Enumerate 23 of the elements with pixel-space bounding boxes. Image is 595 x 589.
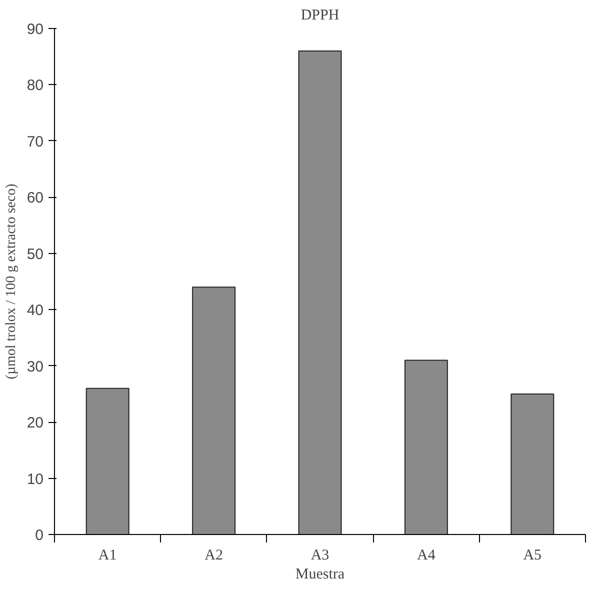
bar: [510, 393, 554, 534]
x-tick-label: A5: [523, 548, 542, 564]
y-tick-label: 70: [26, 133, 44, 150]
y-tick-label: 40: [26, 302, 44, 320]
y-tick-label: 10: [26, 470, 44, 488]
x-tick-label: A4: [417, 548, 436, 564]
x-tick-label: A2: [204, 548, 223, 564]
bar: [86, 388, 130, 534]
y-tick-label: 90: [26, 21, 44, 38]
bar: [298, 50, 342, 534]
y-tick-label: 80: [26, 77, 44, 94]
bar: [192, 286, 236, 534]
x-axis-title: Muestra: [295, 566, 345, 582]
y-tick-label: 50: [26, 246, 44, 263]
x-tick-label: A3: [310, 548, 330, 564]
bar: [404, 360, 448, 534]
y-tick-label: 20: [26, 414, 44, 432]
y-axis-title: (µmol trolox / 100 g extracto seco): [4, 183, 19, 380]
x-tick-label: A1: [98, 548, 117, 564]
y-tick-label: 60: [26, 190, 44, 207]
y-tick-label: 30: [26, 358, 44, 376]
chart-title: DPPH: [300, 8, 340, 24]
y-tick-label: 0: [35, 527, 44, 544]
